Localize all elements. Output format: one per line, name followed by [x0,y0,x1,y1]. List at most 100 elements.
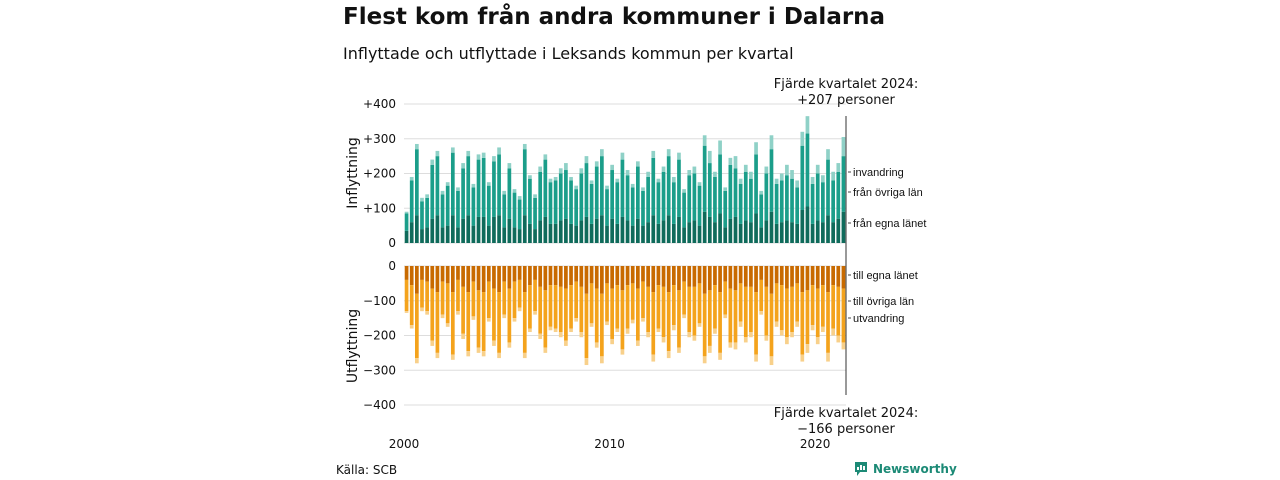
bar-utflyttning-egna [687,266,692,287]
bar-utflyttning-egna [492,266,496,289]
bar-inflyttning-ovriga [795,187,800,224]
bar-utflyttning-egna [692,266,697,287]
bar-inflyttning-ovriga [440,194,445,228]
bar-inflyttning-ovriga [738,183,743,224]
bar-utflyttning-ovriga [754,292,758,355]
bar-utflyttning-ovriga [733,290,738,343]
bar-utflyttning-egna [481,266,486,293]
bar-utflyttning-egna [723,266,728,282]
bar-utflyttning-egna [810,266,815,286]
bar-utflyttning-utvandring [558,332,563,338]
bar-inflyttning-invandring [481,152,486,158]
bar-inflyttning-egna [497,215,501,243]
bar-utflyttning-ovriga [466,292,471,352]
bar-inflyttning-invandring [625,170,630,176]
bar-utflyttning-ovriga [815,288,820,338]
bar-utflyttning-egna [430,266,435,289]
bar-utflyttning-utvandring [497,352,501,359]
bar-inflyttning-egna [795,223,800,243]
bar-utflyttning-ovriga [805,290,810,345]
bar-inflyttning-ovriga [661,171,666,221]
bar-utflyttning-utvandring [476,347,481,353]
bar-utflyttning-utvandring [774,321,779,327]
bar-utflyttning-ovriga [841,288,846,343]
bar-inflyttning-ovriga [414,149,419,216]
bar-utflyttning-egna [666,266,671,293]
bar-utflyttning-utvandring [625,328,630,334]
bar-inflyttning-ovriga [713,176,717,223]
bar-utflyttning-utvandring [430,340,435,346]
bar-utflyttning-egna [497,266,501,293]
bar-inflyttning-invandring [728,157,733,165]
bar-inflyttning-egna [522,215,527,243]
bar-inflyttning-ovriga [718,154,722,214]
bar-utflyttning-ovriga [584,293,589,359]
bar-utflyttning-egna [507,266,512,289]
bar-inflyttning-invandring [553,176,558,181]
bar-inflyttning-invandring [836,163,841,172]
bar-utflyttning-utvandring [785,337,789,345]
bar-utflyttning-ovriga [610,288,615,339]
bar-inflyttning-ovriga [517,199,522,230]
bar-inflyttning-invandring [440,190,445,195]
bar-utflyttning-egna [450,266,455,293]
bar-utflyttning-egna [425,266,429,282]
bar-inflyttning-egna [445,225,450,243]
bar-inflyttning-egna [790,222,794,243]
bar-inflyttning-ovriga [774,183,779,224]
bar-utflyttning-ovriga [528,285,532,329]
bar-utflyttning-egna [610,266,615,289]
bar-inflyttning-ovriga [610,170,615,219]
bar-utflyttning-utvandring [728,342,733,348]
bar-utflyttning-utvandring [569,328,573,333]
bar-inflyttning-egna [404,230,409,243]
bar-utflyttning-ovriga [517,279,522,308]
bar-utflyttning-egna [569,266,573,286]
bar-inflyttning-invandring [769,135,774,150]
bar-inflyttning-egna [517,229,522,243]
bar-inflyttning-invandring [420,197,424,202]
bar-inflyttning-invandring [579,168,584,174]
bar-utflyttning-ovriga [574,281,579,319]
bar-utflyttning-utvandring [507,342,512,348]
bar-inflyttning-invandring [733,156,738,169]
bar-inflyttning-invandring [425,194,429,198]
bar-inflyttning-invandring [810,176,815,184]
bar-inflyttning-invandring [528,175,532,179]
bar-utflyttning-egna [615,266,620,286]
bar-utflyttning-utvandring [512,318,517,322]
bar-utflyttning-egna [558,266,563,287]
bar-utflyttning-utvandring [610,338,615,345]
bar-inflyttning-invandring [702,135,707,146]
bar-utflyttning-egna [697,266,702,284]
bar-utflyttning-utvandring [589,323,594,327]
bar-utflyttning-egna [815,266,820,289]
bar-inflyttning-invandring [409,176,414,181]
bar-inflyttning-invandring [754,142,758,155]
segment-label-inflyttning: från egna länet [853,218,926,230]
bar-utflyttning-egna [456,266,460,280]
bar-utflyttning-ovriga [661,286,666,338]
bar-inflyttning-egna [666,215,671,243]
bar-utflyttning-ovriga [718,292,722,353]
bar-utflyttning-utvandring [841,342,846,350]
bar-utflyttning-utvandring [594,342,599,348]
bar-inflyttning-ovriga [584,163,589,217]
bar-utflyttning-egna [445,266,450,284]
bar-inflyttning-invandring [743,164,748,172]
grid-lines [404,103,846,406]
bar-utflyttning-egna [749,266,753,287]
bar-utflyttning-ovriga [826,292,830,353]
bar-utflyttning-ovriga [605,283,609,322]
bar-inflyttning-ovriga [579,173,584,221]
bar-inflyttning-egna [512,227,517,243]
y-tick-label-top: +100 [363,201,396,215]
bar-inflyttning-ovriga [404,213,409,231]
bar-inflyttning-egna [615,223,620,243]
bar-inflyttning-egna [707,216,712,243]
bar-utflyttning-egna [635,266,640,289]
bar-utflyttning-egna [826,266,830,293]
bar-inflyttning-egna [682,227,686,243]
bar-inflyttning-ovriga [558,173,563,221]
newsworthy-logo[interactable]: Newsworthy [854,461,957,477]
